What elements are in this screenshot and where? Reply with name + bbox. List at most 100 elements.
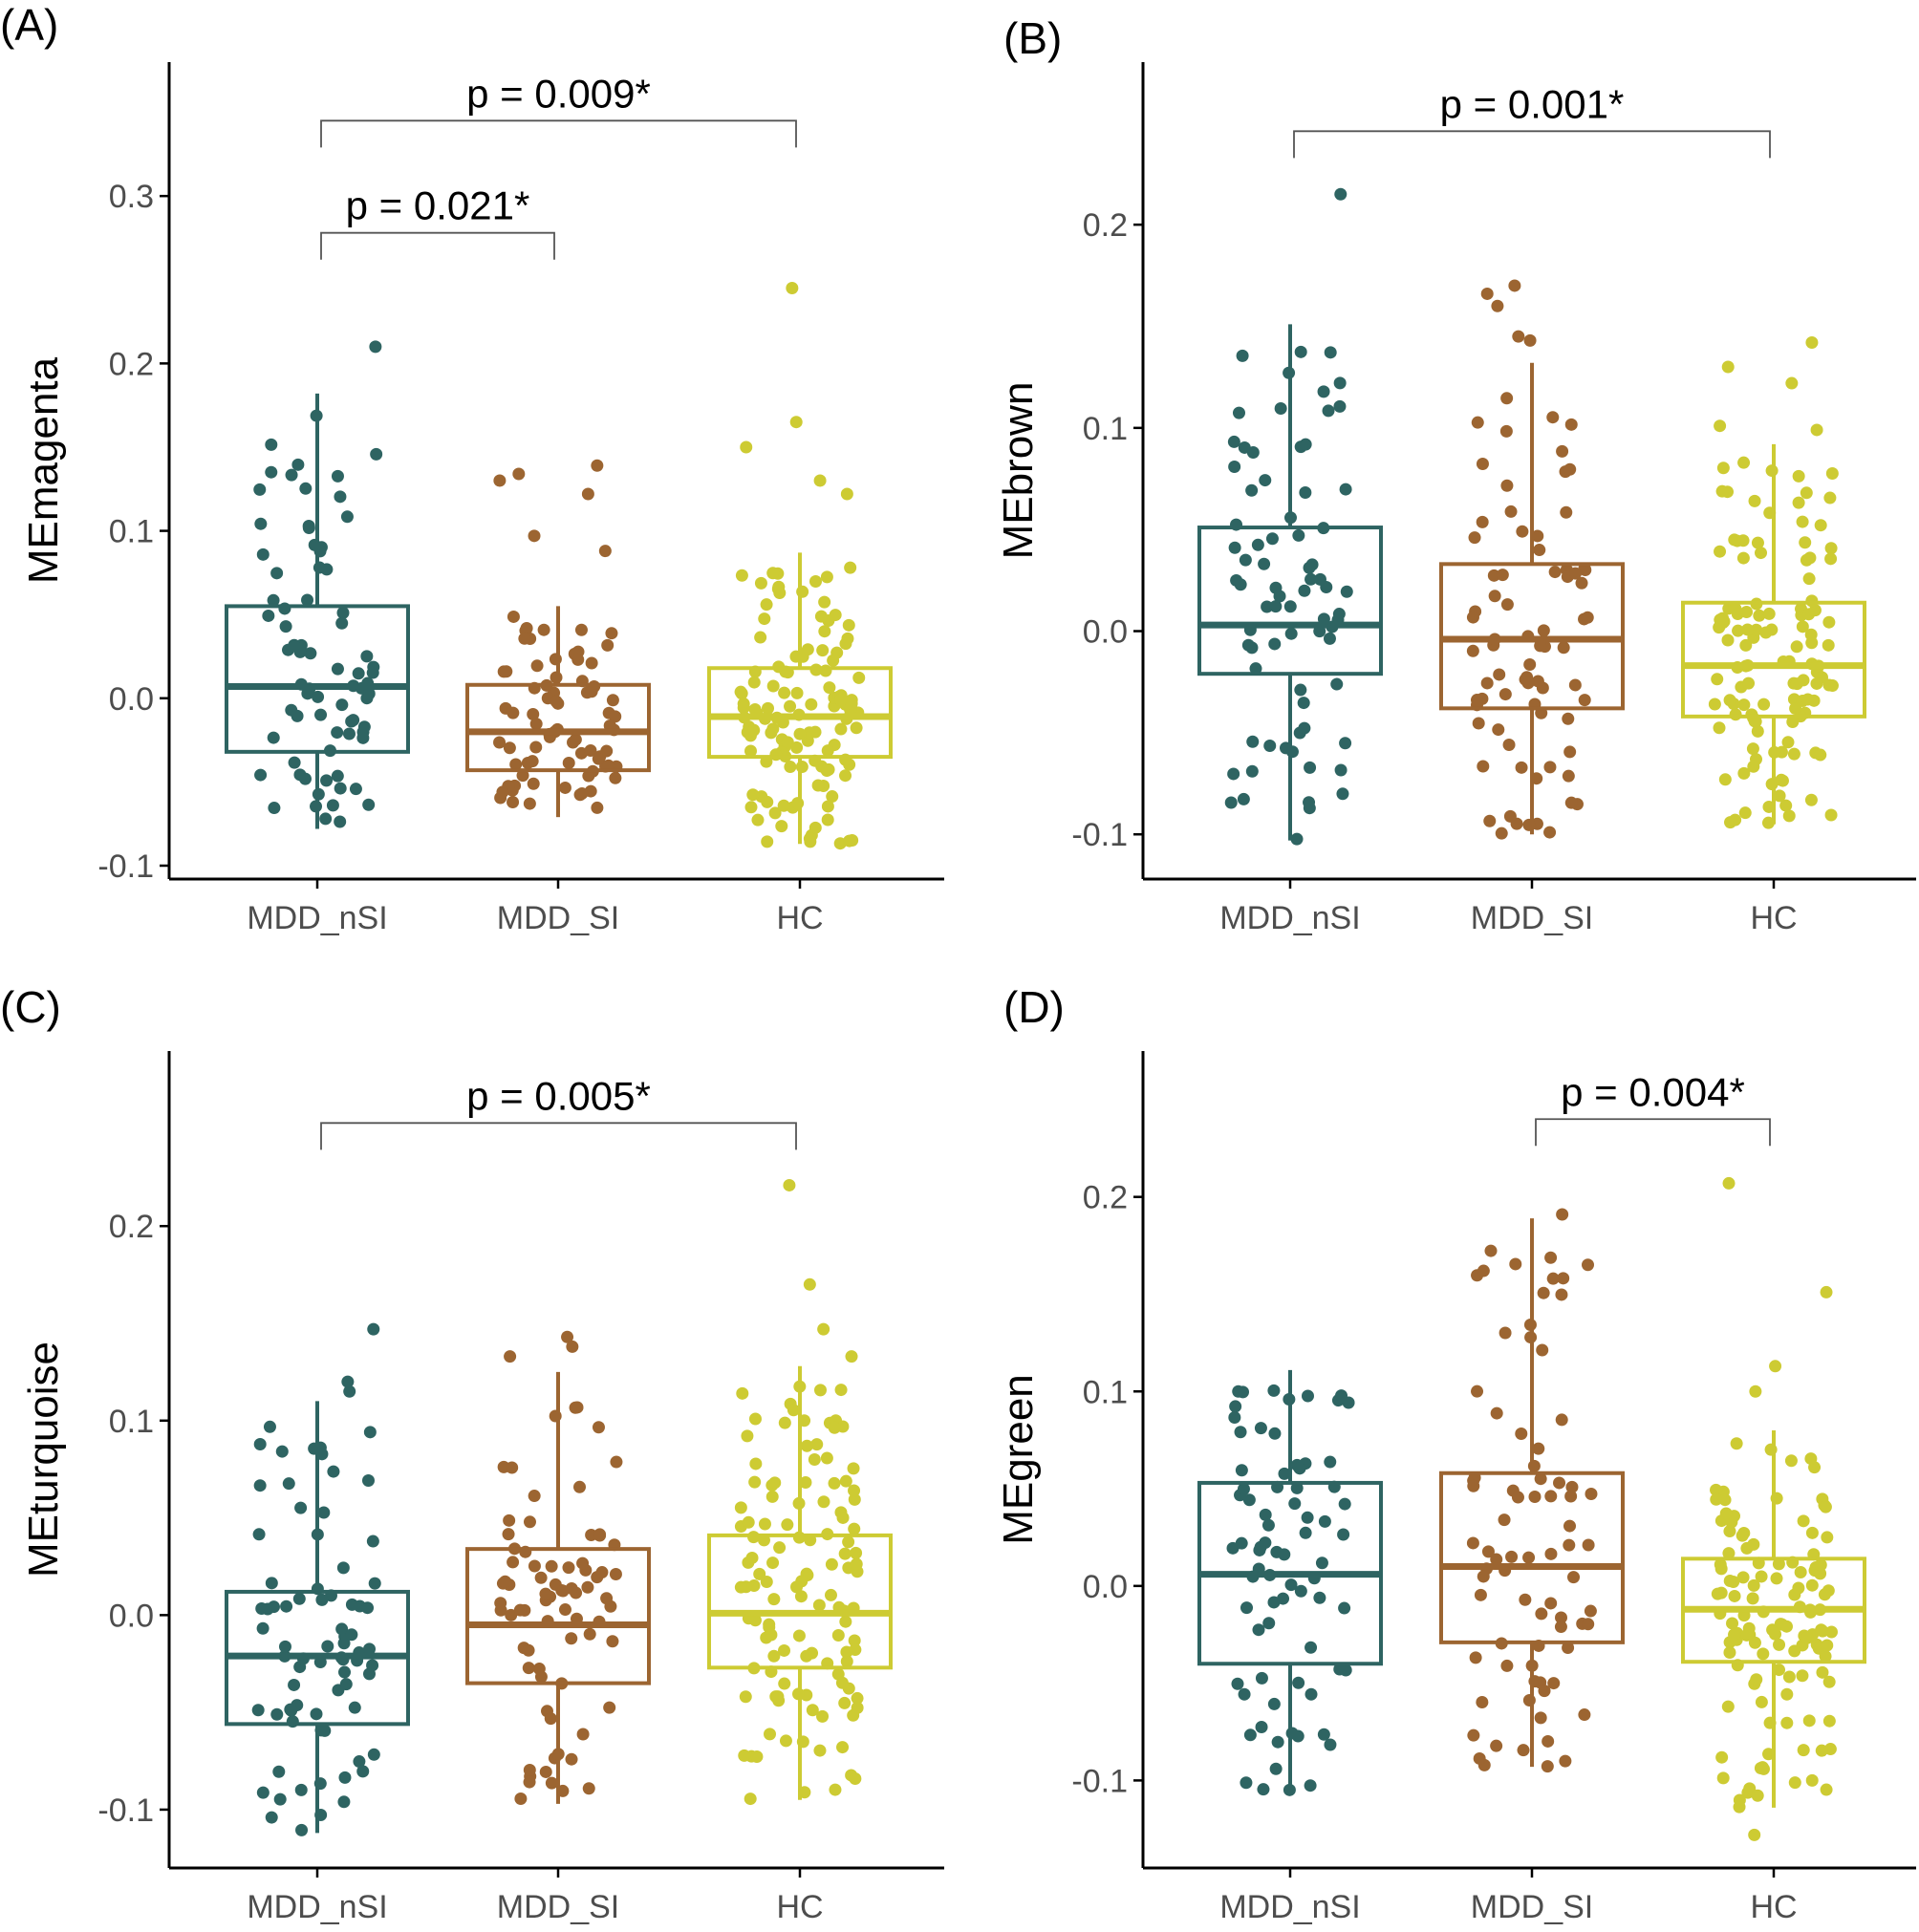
data-point xyxy=(1505,1550,1519,1563)
data-point xyxy=(310,1707,323,1721)
data-point xyxy=(334,782,347,795)
data-point xyxy=(1515,761,1528,774)
data-point xyxy=(848,1522,861,1535)
x-tick-label: MDD_SI xyxy=(497,1889,619,1925)
data-point xyxy=(1819,1649,1832,1663)
data-point xyxy=(1582,1258,1595,1272)
data-point xyxy=(331,662,344,676)
data-point xyxy=(265,1577,278,1590)
data-point xyxy=(1258,557,1271,570)
data-point xyxy=(1757,698,1771,711)
data-point xyxy=(835,1676,849,1689)
data-point xyxy=(592,752,605,765)
data-point xyxy=(1728,533,1741,547)
data-point xyxy=(1557,1272,1570,1285)
data-point xyxy=(842,1535,855,1549)
data-point xyxy=(1543,826,1557,839)
data-point xyxy=(739,1690,752,1704)
data-point xyxy=(1268,637,1282,651)
y-tick-label: -0.1 xyxy=(1071,817,1128,853)
data-point xyxy=(768,806,782,820)
data-point xyxy=(299,482,313,495)
data-point xyxy=(749,1457,763,1470)
data-point xyxy=(1560,505,1573,519)
data-point xyxy=(288,638,301,652)
data-point xyxy=(603,1701,616,1714)
data-point xyxy=(609,1567,622,1580)
data-point xyxy=(1303,796,1316,809)
data-point xyxy=(843,834,856,848)
data-point xyxy=(1762,1748,1776,1761)
x-tick-label: MDD_SI xyxy=(1471,1889,1593,1925)
data-point xyxy=(760,598,773,612)
data-point xyxy=(576,1728,590,1741)
data-point xyxy=(1490,1406,1503,1420)
data-point xyxy=(367,1748,380,1761)
data-point xyxy=(781,1518,794,1532)
data-point xyxy=(1490,1553,1503,1566)
data-point xyxy=(279,620,292,633)
data-point xyxy=(1242,1493,1256,1507)
data-point xyxy=(1531,675,1544,688)
data-point xyxy=(1775,773,1788,786)
data-point xyxy=(349,783,362,796)
y-tick-label: -0.1 xyxy=(97,1792,154,1829)
data-point xyxy=(821,813,834,826)
data-point xyxy=(601,638,615,652)
data-point xyxy=(502,1528,515,1541)
iqr-box xyxy=(1681,600,1866,719)
data-point xyxy=(530,659,544,673)
data-point xyxy=(747,723,761,737)
data-point xyxy=(321,1640,334,1653)
data-point xyxy=(1299,486,1312,500)
data-point xyxy=(744,801,758,814)
data-point xyxy=(1255,1720,1268,1733)
outlier-point xyxy=(845,1350,858,1363)
data-point xyxy=(304,647,317,660)
data-point xyxy=(1509,1257,1522,1271)
data-point xyxy=(1338,1601,1351,1615)
outlier-point xyxy=(493,474,507,487)
data-point xyxy=(282,1477,295,1491)
data-point xyxy=(1342,1396,1355,1409)
data-point xyxy=(591,801,604,814)
data-point xyxy=(1337,1528,1350,1541)
data-point xyxy=(813,1744,827,1757)
data-point xyxy=(523,797,536,810)
y-axis-label: MEturquoise xyxy=(20,1342,67,1578)
data-point xyxy=(265,465,278,479)
data-point xyxy=(1245,483,1259,497)
outlier-point xyxy=(581,487,594,501)
outlier-point xyxy=(813,474,827,487)
data-point xyxy=(280,1599,293,1613)
outlier-point xyxy=(512,467,526,481)
data-point xyxy=(1261,1518,1275,1532)
data-point xyxy=(812,1599,826,1612)
data-point xyxy=(1564,1490,1578,1503)
data-point xyxy=(338,1771,352,1784)
data-point xyxy=(1723,1646,1736,1660)
data-point xyxy=(1792,1581,1805,1595)
data-point xyxy=(765,1490,779,1503)
data-point xyxy=(1792,496,1805,509)
data-point xyxy=(1251,538,1264,551)
data-point xyxy=(848,1484,861,1497)
data-point xyxy=(340,510,354,524)
box-mdd-nsi xyxy=(225,1322,410,1836)
data-point xyxy=(267,731,280,744)
data-point xyxy=(1746,1592,1759,1605)
data-point xyxy=(1542,1734,1555,1748)
data-point xyxy=(825,1557,838,1571)
data-point xyxy=(850,1546,863,1559)
data-point xyxy=(1533,544,1546,557)
data-point xyxy=(496,785,509,799)
data-point xyxy=(1502,738,1516,751)
data-point xyxy=(1294,1584,1307,1598)
data-point xyxy=(1820,1783,1833,1796)
y-axis-label: MEmagenta xyxy=(20,356,67,584)
data-point xyxy=(528,1559,541,1573)
data-point xyxy=(534,1571,548,1584)
data-point xyxy=(767,1649,781,1663)
data-point xyxy=(1780,1687,1794,1701)
